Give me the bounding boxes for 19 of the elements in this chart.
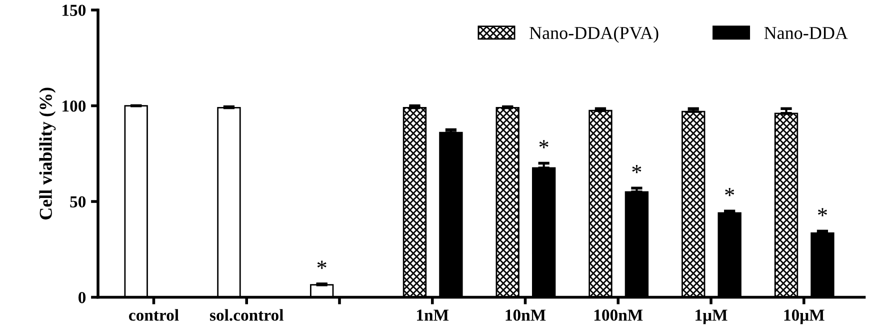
data-label: * (725, 188, 734, 196)
data-label: * (632, 164, 642, 174)
data-label: * (539, 140, 548, 148)
data-label: * (317, 260, 326, 269)
y-tick-label: 0 (78, 292, 86, 304)
x-tick-label: 1nM (417, 310, 449, 321)
y-tick-label: 50 (70, 196, 86, 208)
y-tick-label: 150 (62, 4, 86, 16)
x-tick-label: control (129, 309, 179, 321)
x-tick-label: 1μM (696, 310, 728, 324)
legend-label: Nano-DDA (764, 26, 848, 40)
x-tick-label: 10nM (506, 310, 546, 321)
legend-label: Nano-DDA(PVA) (530, 26, 658, 43)
data-label: * (818, 208, 827, 216)
y-axis-title: Cell viability (%) (39, 88, 56, 220)
y-tick-label: 100 (62, 100, 86, 112)
x-tick-label: sol.control (210, 309, 284, 321)
x-tick-label: 100nM (594, 310, 643, 321)
x-tick-label: 10μM (784, 310, 824, 324)
